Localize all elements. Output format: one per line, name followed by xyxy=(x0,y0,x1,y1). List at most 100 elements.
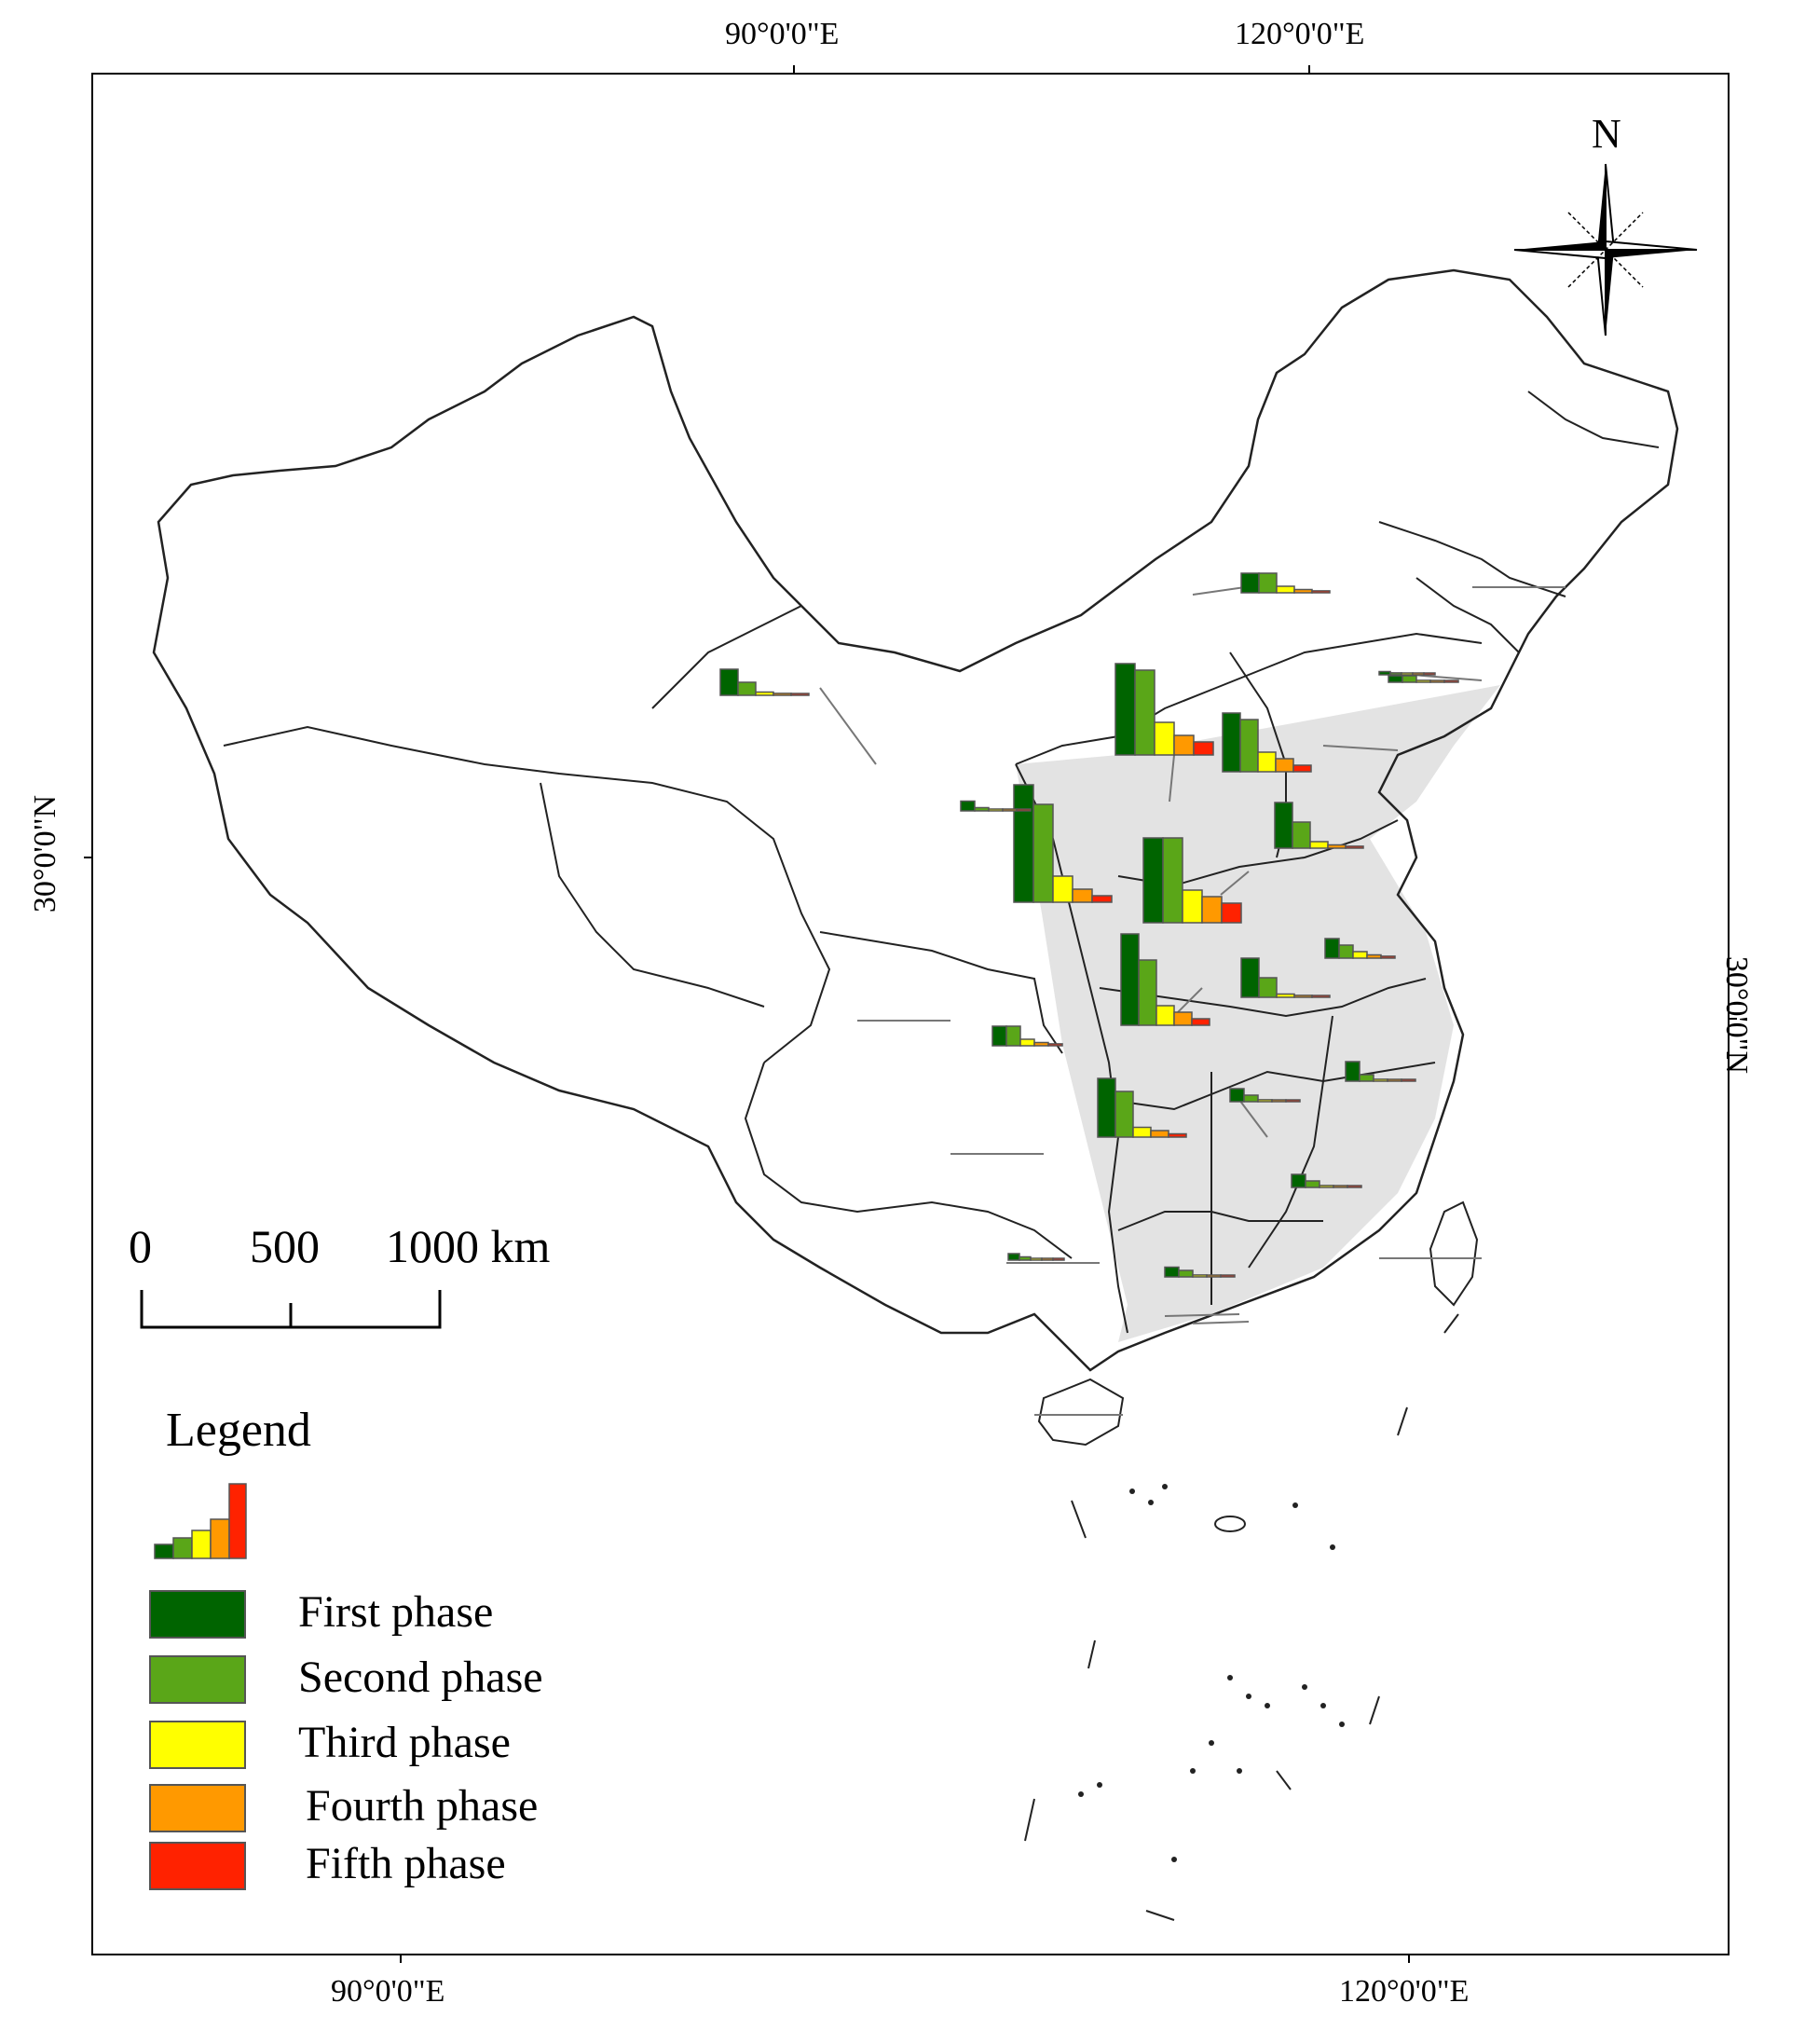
legend-label-first: First phase xyxy=(298,1587,494,1637)
bar-group-3-phase-3 xyxy=(1257,751,1277,773)
province-boundaries xyxy=(223,391,1660,1334)
country-outline xyxy=(152,268,1679,1372)
bar-group-10-phase-3 xyxy=(1019,1038,1035,1047)
bar-group-9-phase-5 xyxy=(790,693,810,696)
bar-group-16-phase-5 xyxy=(1016,808,1032,812)
hainan-island xyxy=(1037,1378,1125,1447)
bar-group-5-phase-2 xyxy=(1292,821,1311,849)
bar-group-1-phase-1 xyxy=(1114,663,1136,756)
bar-group-7-phase-1 xyxy=(1240,957,1260,998)
legend-swatch-fourth xyxy=(149,1784,246,1832)
bar-group-16-phase-4 xyxy=(1002,808,1018,812)
bar-group-13-phase-1 xyxy=(1229,1088,1245,1103)
bar-group-6-phase-3 xyxy=(1132,1126,1152,1138)
legend-swatch-first xyxy=(149,1590,246,1639)
bar-group-4-phase-5 xyxy=(1191,1018,1210,1026)
bar-group-10-phase-2 xyxy=(1005,1025,1021,1047)
bottom-lon-label-90: 90°0'0"E xyxy=(331,1974,445,2009)
bar-group-4-phase-4 xyxy=(1173,1011,1193,1026)
bar-group-9-phase-2 xyxy=(737,681,757,696)
legend-sample-chart-icon xyxy=(154,1483,247,1559)
top-lon-label-90: 90°0'0"E xyxy=(725,17,840,51)
south-sea-islands xyxy=(1024,1313,1459,1921)
bar-group-12-phase-2 xyxy=(1359,1074,1374,1082)
bar-group-14-phase-5 xyxy=(1347,1185,1362,1188)
bar-group-13-phase-5 xyxy=(1285,1099,1301,1103)
bar-group-11-phase-1 xyxy=(1324,938,1340,959)
bar-group-12-phase-4 xyxy=(1387,1078,1402,1082)
bar-group-11-phase-4 xyxy=(1366,953,1382,959)
bar-group-18-phase-2 xyxy=(1019,1255,1032,1261)
bar-group-6-phase-5 xyxy=(1168,1132,1187,1138)
bar-group-0-phase-4 xyxy=(1072,888,1093,903)
bar-group-14-phase-3 xyxy=(1319,1185,1334,1188)
legend-swatch-third xyxy=(149,1721,246,1769)
bar-group-0-phase-2 xyxy=(1032,803,1054,903)
bar-group-15-phase-4 xyxy=(1206,1274,1222,1278)
bar-group-19-phase-5 xyxy=(1423,672,1436,676)
bar-group-0-phase-5 xyxy=(1091,895,1113,903)
bar-group-16-phase-1 xyxy=(960,800,976,812)
bar-group-14-phase-2 xyxy=(1305,1180,1320,1188)
south-sea-dots xyxy=(1078,1484,1345,1862)
bar-group-16-phase-2 xyxy=(974,806,990,812)
bar-group-19-phase-2 xyxy=(1389,672,1402,676)
north-arrow-icon xyxy=(1513,163,1698,336)
bar-group-19-phase-1 xyxy=(1378,670,1391,676)
bar-group-8-phase-3 xyxy=(1276,585,1295,594)
legend-label-second: Second phase xyxy=(298,1653,543,1702)
bar-group-6-phase-4 xyxy=(1150,1130,1169,1138)
bar-group-14-phase-4 xyxy=(1333,1185,1348,1188)
bar-group-4-phase-3 xyxy=(1155,1005,1175,1026)
bar-group-11-phase-2 xyxy=(1338,944,1354,959)
bar-group-0-phase-3 xyxy=(1052,875,1073,903)
bar-group-10-phase-4 xyxy=(1033,1041,1049,1047)
bar-group-15-phase-1 xyxy=(1164,1266,1180,1278)
bar-group-1-phase-3 xyxy=(1154,721,1175,756)
scale-label-0: 0 xyxy=(129,1220,152,1272)
north-label: N xyxy=(1592,111,1621,157)
bar-group-12-phase-5 xyxy=(1401,1078,1416,1082)
legend-label-third: Third phase xyxy=(298,1718,511,1767)
phase-bar-charts xyxy=(719,572,1459,1278)
bar-group-17-phase-5 xyxy=(1443,679,1459,683)
bar-group-11-phase-5 xyxy=(1380,955,1396,959)
bar-group-15-phase-3 xyxy=(1192,1274,1208,1278)
bar-group-18-phase-4 xyxy=(1041,1257,1054,1261)
bar-group-19-phase-3 xyxy=(1401,672,1414,676)
legend-swatch-second xyxy=(149,1655,246,1704)
study-region-shade xyxy=(1016,685,1500,1342)
legend-swatch-fifth xyxy=(149,1842,246,1890)
bar-group-1-phase-2 xyxy=(1134,669,1155,756)
bar-group-14-phase-1 xyxy=(1291,1173,1306,1188)
bar-group-2-phase-1 xyxy=(1142,837,1164,924)
bar-group-19-phase-4 xyxy=(1412,672,1425,676)
bar-group-13-phase-3 xyxy=(1257,1099,1273,1103)
bar-group-3-phase-2 xyxy=(1239,719,1259,773)
bar-group-5-phase-3 xyxy=(1309,841,1329,849)
bar-group-15-phase-2 xyxy=(1178,1269,1194,1278)
bar-group-4-phase-1 xyxy=(1120,933,1140,1026)
scale-label-500: 500 xyxy=(250,1220,320,1272)
bar-group-11-phase-3 xyxy=(1352,951,1368,959)
bar-group-7-phase-5 xyxy=(1311,995,1331,998)
scale-bar xyxy=(140,1290,442,1329)
bar-group-17-phase-2 xyxy=(1402,675,1417,683)
bar-group-6-phase-1 xyxy=(1097,1077,1116,1138)
taiwan-island xyxy=(1429,1200,1479,1307)
legend-title: Legend xyxy=(166,1404,311,1457)
bar-group-12-phase-1 xyxy=(1345,1061,1361,1082)
bar-group-7-phase-3 xyxy=(1276,993,1295,998)
bar-group-2-phase-3 xyxy=(1182,889,1203,924)
legend-label-fifth: Fifth phase xyxy=(306,1839,506,1888)
bar-group-3-phase-4 xyxy=(1275,758,1294,773)
bar-group-5-phase-4 xyxy=(1327,844,1347,849)
map-frame xyxy=(91,73,1730,1955)
bar-group-5-phase-1 xyxy=(1274,802,1293,849)
bar-group-5-phase-5 xyxy=(1345,845,1364,849)
bar-group-3-phase-5 xyxy=(1292,764,1312,773)
scale-label-1000-km: 1000 km xyxy=(386,1220,551,1272)
top-lon-label-120: 120°0'0"E xyxy=(1235,17,1365,51)
graticule-ticks xyxy=(84,65,1737,1963)
bar-group-17-phase-3 xyxy=(1415,679,1431,683)
